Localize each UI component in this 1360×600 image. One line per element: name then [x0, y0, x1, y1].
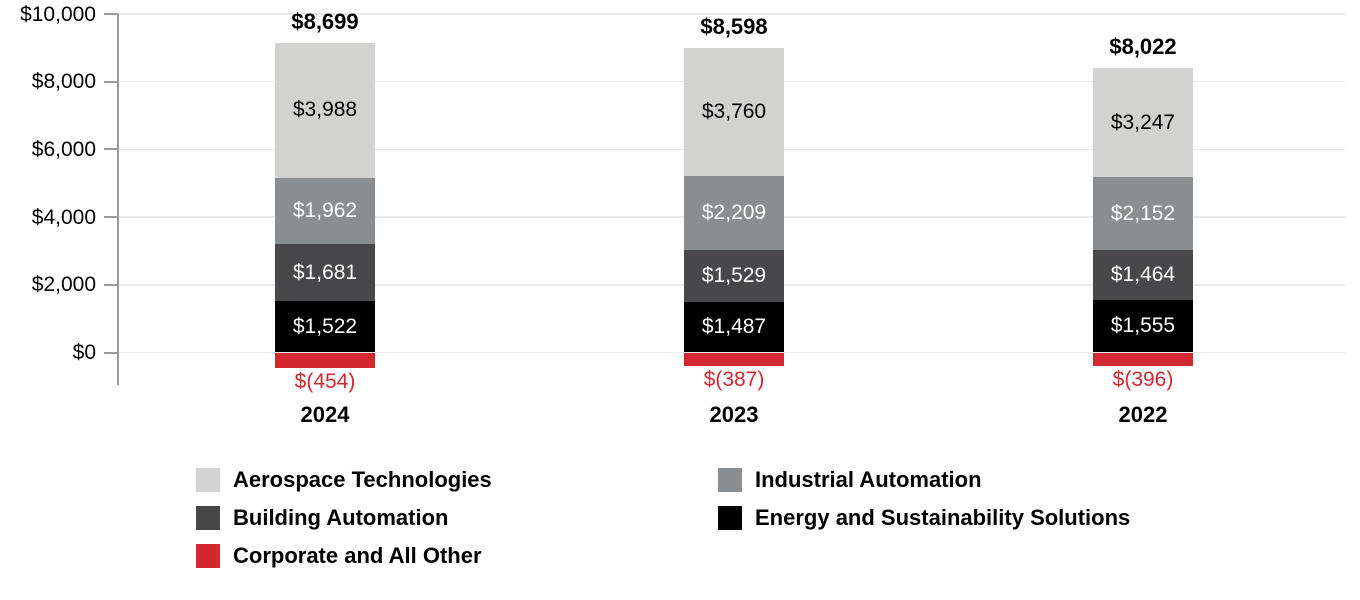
bar-segment: $3,247 — [1093, 67, 1193, 178]
negative-value-label: $(396) — [1112, 367, 1174, 391]
y-axis-tick — [104, 80, 118, 83]
bar-segment: $1,962 — [275, 177, 375, 245]
total-label: $8,699 — [291, 8, 359, 34]
legend-item: Corporate and All Other — [196, 544, 482, 568]
segment-value-label: $1,529 — [701, 264, 767, 288]
legend-item: Building Automation — [196, 506, 448, 530]
segment-value-label: $2,209 — [701, 201, 767, 224]
bar-segment: $2,152 — [1093, 177, 1193, 251]
legend-label: Aerospace Technologies — [233, 467, 492, 492]
segment-value-label: $3,760 — [701, 99, 767, 123]
y-axis-tick — [104, 351, 118, 354]
y-axis-label: $6,000 — [31, 137, 96, 161]
segment-value-label: $1,522 — [292, 314, 358, 338]
gridline — [118, 13, 1345, 15]
legend-swatch — [196, 506, 220, 530]
legend-swatch — [718, 468, 742, 492]
total-label: $8,022 — [1109, 33, 1177, 59]
bar-segment: $1,681 — [275, 244, 375, 301]
y-axis-tick — [104, 216, 118, 219]
year-label: 2023 — [709, 402, 759, 427]
legend-label: Energy and Sustainability Solutions — [755, 505, 1131, 530]
legend-swatch — [196, 544, 220, 568]
negative-value-label: $(454) — [294, 369, 356, 393]
bar-segment: $2,209 — [684, 175, 784, 251]
legend-label: Corporate and All Other — [233, 543, 482, 568]
bar-segment-negative — [1093, 352, 1193, 366]
y-axis-label: $0 — [72, 341, 96, 364]
segment-value-label: $1,555 — [1110, 314, 1176, 338]
legend-swatch — [718, 506, 742, 530]
legend-label: Industrial Automation — [755, 467, 982, 492]
segment-value-label: $2,152 — [1110, 201, 1176, 225]
segment-value-label: $3,988 — [292, 98, 358, 122]
y-axis-tick — [104, 283, 118, 286]
segment-value-label: $1,681 — [292, 260, 358, 284]
legend: Aerospace Technologies Building Automatio… — [0, 0, 1360, 568]
legend-item: Industrial Automation — [718, 468, 982, 492]
bar-segment-negative — [275, 352, 375, 368]
bar-segment: $1,555 — [1093, 299, 1193, 353]
legend-swatch — [196, 468, 220, 492]
bar-segment: $1,487 — [684, 302, 784, 353]
y-axis-label: $2,000 — [31, 273, 96, 297]
y-axis-label: $4,000 — [31, 205, 96, 229]
year-label: 2024 — [300, 402, 350, 427]
segment-value-label: $3,247 — [1110, 110, 1176, 134]
legend-label: Building Automation — [233, 505, 449, 530]
segment-value-label: $1,464 — [1110, 263, 1176, 287]
bar-segment: $3,760 — [684, 48, 784, 176]
plot-area: $0 $2,000 $4,000 $6,000 $8,000 $10,000 $8,699 $… — [20, 2, 1345, 427]
legend-item: Energy and Sustainability Solutions — [718, 506, 1130, 530]
segment-value-label: $1,487 — [701, 315, 767, 339]
y-axis-label: $8,000 — [31, 70, 96, 94]
segment-value-label: $1,962 — [292, 198, 358, 222]
year-label: 2022 — [1118, 402, 1168, 427]
y-axis-tick — [104, 148, 118, 151]
y-axis-label: $10,000 — [20, 2, 96, 26]
total-label: $8,598 — [700, 14, 768, 40]
y-axis-line — [117, 14, 119, 385]
negative-value-label: $(387) — [703, 367, 765, 391]
bar-segment: $1,529 — [684, 250, 784, 303]
bar-segment-negative — [684, 352, 784, 366]
bar-segment: $1,522 — [275, 300, 375, 353]
bar-segment: $1,464 — [1093, 250, 1193, 300]
y-axis-tick — [104, 13, 118, 15]
bar-segment: $3,988 — [275, 42, 375, 178]
legend-item: Aerospace Technologies — [196, 468, 492, 492]
